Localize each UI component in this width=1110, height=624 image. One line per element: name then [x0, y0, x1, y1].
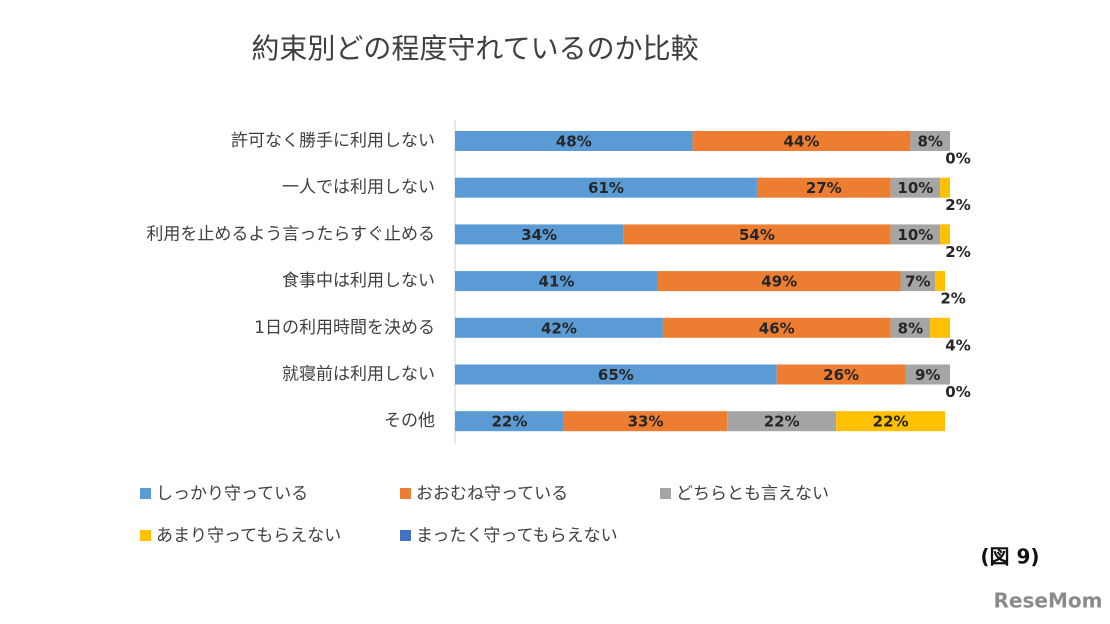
- value-label: 10%: [897, 179, 933, 197]
- legend-label: どちらとも言えない: [676, 484, 829, 504]
- legend-swatch: [400, 530, 411, 541]
- value-label: 42%: [541, 319, 577, 337]
- value-label: 44%: [784, 133, 820, 151]
- chart-title: 約束別どの程度守れているのか比較: [251, 32, 698, 65]
- y-tick-label: 許可なく勝手に利用しない: [231, 131, 435, 151]
- bar-segment: [890, 317, 931, 338]
- value-label: 10%: [897, 226, 933, 244]
- y-tick-label: 利用を止めるよう言ったらすぐ止める: [146, 224, 435, 244]
- y-tick-label: 就寝前は利用しない: [282, 364, 435, 385]
- value-label: 46%: [759, 319, 795, 337]
- bar-segment: [455, 411, 564, 432]
- value-label: 2%: [940, 290, 965, 308]
- bar-segment: [455, 317, 663, 338]
- bar-segment: [836, 411, 946, 432]
- bar-segment: [455, 364, 777, 385]
- bar-segment: [940, 177, 950, 198]
- bar-segment: [623, 224, 891, 245]
- bar-segment: [662, 317, 891, 338]
- y-tick-label: その他: [384, 411, 435, 431]
- value-label: 9%: [915, 366, 940, 384]
- value-label: 41%: [539, 273, 575, 291]
- value-label: 26%: [823, 366, 859, 384]
- figure-label: (図 9): [980, 545, 1039, 569]
- bar-segment: [890, 177, 941, 198]
- value-label: 65%: [598, 366, 634, 384]
- legend-label: しっかり守っている: [156, 484, 308, 504]
- bar-segment: [776, 364, 906, 385]
- legend-label: おおむね守っている: [416, 484, 568, 504]
- y-tick-label: 食事中は利用しない: [282, 271, 435, 291]
- watermark: ReseMom: [994, 589, 1103, 613]
- value-label: 22%: [491, 413, 527, 431]
- legend-label: まったく守ってもらえない: [416, 526, 618, 546]
- value-label: 27%: [806, 179, 842, 197]
- value-label: 48%: [556, 133, 592, 151]
- bar-segment: [756, 177, 891, 198]
- bar-segment: [910, 131, 950, 151]
- value-label: 22%: [764, 413, 800, 431]
- bar-segment: [657, 271, 901, 292]
- value-label: 8%: [917, 133, 942, 151]
- legend-swatch: [400, 488, 411, 499]
- value-label: 0%: [945, 150, 970, 168]
- value-label: 54%: [739, 226, 775, 244]
- bar-segment: [940, 224, 950, 245]
- value-label: 61%: [588, 179, 624, 197]
- value-label: 2%: [945, 196, 970, 214]
- value-label: 22%: [873, 413, 909, 431]
- value-label: 2%: [945, 243, 970, 261]
- value-label: 34%: [521, 226, 557, 244]
- bar-segment: [455, 224, 624, 245]
- value-label: 33%: [628, 413, 664, 431]
- y-tick-label: 一人では利用しない: [282, 178, 435, 198]
- bar-segment: [905, 364, 950, 385]
- value-label: 7%: [905, 273, 930, 291]
- bar-segment: [563, 411, 728, 432]
- y-tick-label: 1日の利用時間を決める: [254, 318, 435, 338]
- legend-swatch: [140, 488, 151, 499]
- bar-segment: [930, 317, 950, 338]
- bar-segment: [455, 271, 658, 292]
- bar-segment: [890, 224, 941, 245]
- value-label: 4%: [945, 336, 970, 354]
- value-label: 0%: [945, 383, 970, 401]
- legend-label: あまり守ってもらえない: [156, 526, 341, 546]
- value-label: 8%: [898, 319, 923, 337]
- bar-segment: [900, 271, 936, 292]
- legend-swatch: [140, 530, 151, 541]
- bar-segment: [692, 131, 911, 151]
- bar-segment: [455, 177, 757, 198]
- bar-segment: [727, 411, 837, 432]
- bar-segment: [935, 271, 946, 292]
- bar-segment: [455, 131, 693, 151]
- legend-swatch: [660, 488, 671, 499]
- value-label: 49%: [761, 273, 797, 291]
